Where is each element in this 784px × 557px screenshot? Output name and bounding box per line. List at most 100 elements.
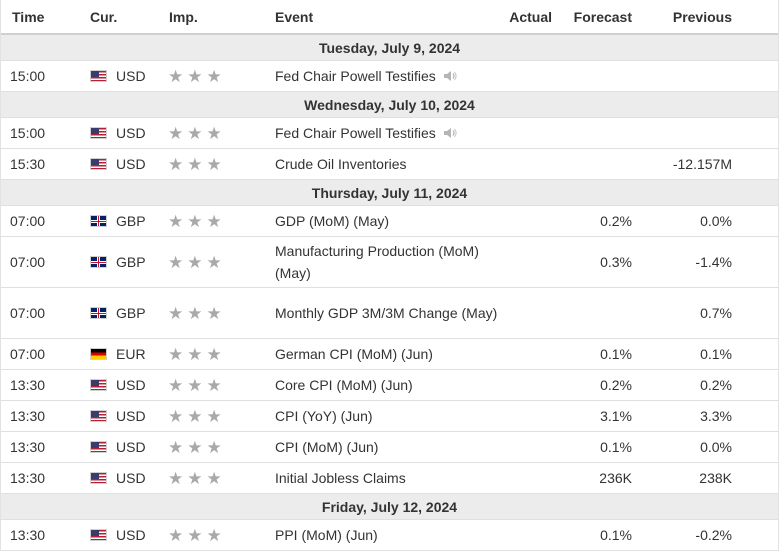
event-importance: ★ ★ ★ xyxy=(168,118,248,148)
event-previous: 0.0% xyxy=(700,439,732,455)
star-icon: ★ xyxy=(187,66,203,86)
event-forecast: 0.1% xyxy=(600,527,632,543)
event-actual xyxy=(501,370,552,400)
event-forecast: 0.1% xyxy=(600,346,632,362)
event-actual xyxy=(501,206,552,236)
event-row[interactable]: 13:30 USD ★ ★ ★ CPI (YoY) (Jun) 3.1% 3.3% xyxy=(1,401,778,432)
event-importance: ★ ★ ★ xyxy=(168,463,248,493)
event-name[interactable]: GDP (MoM) (May) xyxy=(275,213,390,229)
event-previous: 0.7% xyxy=(700,305,732,321)
star-icon: ★ xyxy=(187,344,203,364)
event-row[interactable]: 07:00 GBP ★ ★ ★ Monthly GDP 3M/3M Change (May… xyxy=(1,288,778,339)
gb-flag-icon xyxy=(90,307,107,319)
event-currency: GBP xyxy=(116,254,146,270)
us-flag-icon xyxy=(90,158,107,170)
event-name[interactable]: Crude Oil Inventories xyxy=(275,156,407,172)
event-currency: USD xyxy=(116,408,146,424)
event-forecast: 0.2% xyxy=(600,377,632,393)
event-forecast xyxy=(561,118,632,148)
event-row[interactable]: 07:00 GBP ★ ★ ★ GDP (MoM) (May) 0.2% 0.0% xyxy=(1,206,778,237)
star-icon: ★ xyxy=(206,66,222,86)
event-name-cell: CPI (YoY) (Jun) xyxy=(275,401,505,431)
gb-flag-icon xyxy=(90,215,107,227)
day-separator: Wednesday, July 10, 2024 xyxy=(1,92,778,118)
star-icon: ★ xyxy=(187,123,203,143)
event-name[interactable]: Initial Jobless Claims xyxy=(275,470,406,486)
header-time[interactable]: Time xyxy=(12,8,45,25)
us-flag-icon xyxy=(90,410,107,422)
star-icon: ★ xyxy=(187,252,203,272)
event-name[interactable]: Fed Chair Powell Testifies xyxy=(275,68,436,84)
header-importance[interactable]: Imp. xyxy=(169,8,198,25)
event-row[interactable]: 13:30 USD ★ ★ ★ Core CPI (MoM) (Jun) 0.2% 0.2% xyxy=(1,370,778,401)
event-currency: USD xyxy=(116,439,146,455)
star-icon: ★ xyxy=(168,211,184,231)
event-row[interactable]: 07:00 EUR ★ ★ ★ German CPI (MoM) (Jun) 0.1% 0.1… xyxy=(1,339,778,370)
event-name[interactable]: German CPI (MoM) (Jun) xyxy=(275,346,433,362)
event-name-cell: Manufacturing Production (MoM) (May) xyxy=(275,237,505,287)
event-row[interactable]: 15:00 USD ★ ★ ★ Fed Chair Powell Testifies xyxy=(1,61,778,92)
event-row[interactable]: 13:30 USD ★ ★ ★ CPI (MoM) (Jun) 0.1% 0.0% xyxy=(1,432,778,463)
event-row[interactable]: 15:00 USD ★ ★ ★ Fed Chair Powell Testifies xyxy=(1,118,778,149)
event-previous: -12.157M xyxy=(672,156,732,172)
event-previous: 0.2% xyxy=(700,377,732,393)
event-currency: USD xyxy=(116,125,146,141)
event-name-cell: Fed Chair Powell Testifies xyxy=(275,118,505,148)
event-importance: ★ ★ ★ xyxy=(168,149,248,179)
event-actual xyxy=(501,463,552,493)
event-currency-cell: USD xyxy=(90,520,160,550)
event-name[interactable]: Fed Chair Powell Testifies xyxy=(275,125,436,141)
star-icon: ★ xyxy=(168,468,184,488)
event-name[interactable]: Manufacturing Production (MoM) (May) xyxy=(275,243,479,281)
event-currency-cell: USD xyxy=(90,463,160,493)
star-icon: ★ xyxy=(168,252,184,272)
event-time: 07:00 xyxy=(10,346,46,362)
star-icon: ★ xyxy=(187,211,203,231)
star-icon: ★ xyxy=(206,303,222,323)
event-importance: ★ ★ ★ xyxy=(168,432,248,462)
event-forecast: 0.2% xyxy=(600,213,632,229)
event-name-cell: Monthly GDP 3M/3M Change (May) xyxy=(275,288,505,338)
event-name-cell: Initial Jobless Claims xyxy=(275,463,505,493)
header-actual[interactable]: Actual xyxy=(509,8,552,25)
gb-flag-icon xyxy=(90,256,107,268)
event-actual xyxy=(501,401,552,431)
event-importance: ★ ★ ★ xyxy=(168,237,248,287)
event-currency-cell: GBP xyxy=(90,288,160,338)
event-name[interactable]: CPI (MoM) (Jun) xyxy=(275,439,379,455)
header-currency[interactable]: Cur. xyxy=(90,8,118,25)
event-actual xyxy=(501,237,552,287)
event-name[interactable]: PPI (MoM) (Jun) xyxy=(275,527,378,543)
event-currency: GBP xyxy=(116,305,146,321)
event-name[interactable]: CPI (YoY) (Jun) xyxy=(275,408,373,424)
event-row[interactable]: 13:30 USD ★ ★ ★ PPI (MoM) (Jun) 0.1% -0.2% xyxy=(1,520,778,551)
star-icon: ★ xyxy=(187,406,203,426)
star-icon: ★ xyxy=(168,375,184,395)
event-currency-cell: USD xyxy=(90,401,160,431)
event-currency-cell: GBP xyxy=(90,237,160,287)
event-row[interactable]: 13:30 USD ★ ★ ★ Initial Jobless Claims 236K 238… xyxy=(1,463,778,494)
event-previous: 238K xyxy=(699,470,732,486)
event-time: 13:30 xyxy=(10,408,46,424)
star-icon: ★ xyxy=(206,123,222,143)
event-name[interactable]: Core CPI (MoM) (Jun) xyxy=(275,377,413,393)
event-previous xyxy=(651,118,732,148)
star-icon: ★ xyxy=(168,344,184,364)
star-icon: ★ xyxy=(187,525,203,545)
event-time: 07:00 xyxy=(10,213,46,229)
event-forecast: 236K xyxy=(599,470,632,486)
event-forecast: 0.3% xyxy=(600,254,632,270)
event-row[interactable]: 07:00 GBP ★ ★ ★ Manufacturing Production (MoM… xyxy=(1,237,778,288)
header-forecast[interactable]: Forecast xyxy=(573,8,632,25)
header-event[interactable]: Event xyxy=(275,8,314,25)
event-row[interactable]: 15:30 USD ★ ★ ★ Crude Oil Inventories -12.157M xyxy=(1,149,778,180)
event-actual xyxy=(501,432,552,462)
event-currency: USD xyxy=(116,377,146,393)
event-name[interactable]: Monthly GDP 3M/3M Change (May) xyxy=(275,305,498,321)
star-icon: ★ xyxy=(206,525,222,545)
header-previous[interactable]: Previous xyxy=(672,8,732,25)
event-actual xyxy=(501,520,552,550)
us-flag-icon xyxy=(90,472,107,484)
event-currency-cell: USD xyxy=(90,149,160,179)
star-icon: ★ xyxy=(187,303,203,323)
